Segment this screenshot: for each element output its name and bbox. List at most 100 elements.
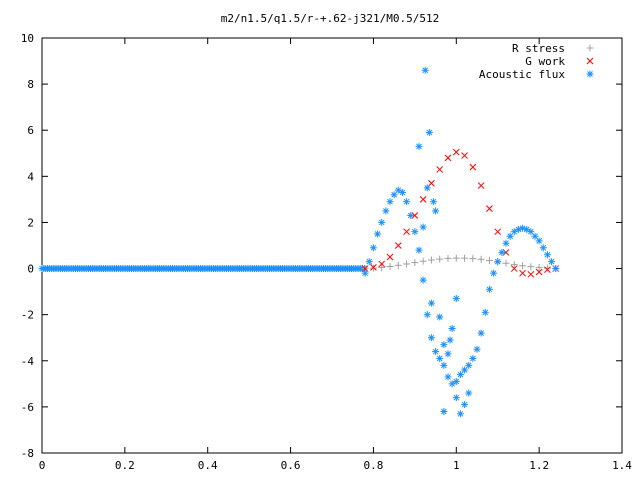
series-2-point-62 xyxy=(464,389,473,398)
x-tick-label-2: 0.4 xyxy=(198,459,218,472)
legend-marker-2 xyxy=(586,70,594,78)
series-0-point-15 xyxy=(485,256,494,265)
series-0-point-3 xyxy=(386,262,394,271)
series-0-point-22 xyxy=(543,264,552,273)
x-tick-label-3: 0.6 xyxy=(281,459,301,472)
legend-label-g-work: G work xyxy=(525,55,565,68)
series-2-point-22 xyxy=(452,377,461,386)
series-1-point-14 xyxy=(477,182,485,190)
series-2-point-31 xyxy=(489,269,498,278)
x-tick-label-0: 0 xyxy=(39,459,46,472)
series-2-point-11 xyxy=(406,211,415,220)
x-tick-label-4: 0.8 xyxy=(363,459,383,472)
series-2-point-20 xyxy=(444,372,452,381)
series-2-point-58 xyxy=(448,324,457,333)
y-tick-label-3: -2 xyxy=(21,309,34,322)
y-tick-label-1: -6 xyxy=(21,401,34,414)
series-0-point-18 xyxy=(510,260,519,269)
series-1-point-10 xyxy=(444,154,452,162)
series-0-point-12 xyxy=(460,254,469,263)
acoustic-flux-baseline xyxy=(38,264,369,273)
series-2-point-53 xyxy=(419,223,428,232)
y-tick-label-9: 10 xyxy=(21,32,34,45)
series-0-point-5 xyxy=(402,259,411,268)
series-2-point-25 xyxy=(464,361,473,370)
series-2-point-64 xyxy=(446,336,455,345)
series-2-point-2 xyxy=(369,243,378,252)
series-0-point-9 xyxy=(435,255,444,264)
series-2-point-6 xyxy=(386,197,394,206)
series-0-point-2 xyxy=(377,263,386,272)
x-tick-label-6: 1.2 xyxy=(529,459,549,472)
series-1-point-9 xyxy=(436,165,444,173)
series-2-point-27 xyxy=(473,345,481,354)
series-2-point-12 xyxy=(410,227,419,236)
x-tick-label-5: 1 xyxy=(453,459,460,472)
series-1-point-19 xyxy=(519,269,527,277)
series-2-point-60 xyxy=(456,409,465,418)
y-tick-label-2: -4 xyxy=(21,355,35,368)
series-0-point-7 xyxy=(419,257,428,266)
series-0-point-6 xyxy=(410,258,419,267)
series-2 xyxy=(361,66,560,418)
y-tick-label-6: 4 xyxy=(27,170,34,183)
series-2-point-55 xyxy=(435,312,444,321)
y-tick-label-4: 0 xyxy=(27,263,34,276)
series-2-point-10 xyxy=(402,197,411,206)
series-2-point-19 xyxy=(439,361,448,370)
legend-label-acoustic-flux: Acoustic flux xyxy=(479,68,565,81)
series-2-point-32 xyxy=(493,257,502,266)
legend-label-r-stress: R stress xyxy=(512,42,565,55)
series-2-point-18 xyxy=(435,354,444,363)
series-2-point-29 xyxy=(481,308,490,317)
series-0-point-20 xyxy=(526,262,535,271)
series-2-point-57 xyxy=(444,349,452,358)
series-1-point-12 xyxy=(461,152,469,160)
series-2-point-63 xyxy=(439,407,448,416)
axis-ticks xyxy=(41,37,623,454)
series-2-point-5 xyxy=(381,206,390,215)
series-1-point-4 xyxy=(394,242,402,249)
series-2-point-9 xyxy=(398,188,407,197)
series-1-point-7 xyxy=(419,195,427,203)
series-0-point-8 xyxy=(427,256,436,265)
y-tick-label-7: 6 xyxy=(27,124,34,137)
legend-marker-0 xyxy=(586,44,594,52)
series-2-point-16 xyxy=(427,333,436,342)
series-2-point-1 xyxy=(365,257,374,266)
legend: R stress G work Acoustic flux xyxy=(479,42,594,81)
series-2-point-43 xyxy=(539,243,548,252)
series-0-point-11 xyxy=(452,254,461,263)
series-0-point-19 xyxy=(518,261,527,270)
series-layer xyxy=(38,66,560,418)
series-2-point-3 xyxy=(373,229,382,238)
series-2-point-14 xyxy=(419,276,428,285)
series-2-point-46 xyxy=(551,264,560,273)
series-0-point-13 xyxy=(468,254,477,263)
legend-marker-1 xyxy=(586,57,594,65)
plot-frame xyxy=(41,37,623,454)
series-0 xyxy=(361,254,560,273)
series-2-point-52 xyxy=(431,206,440,215)
legend-markers xyxy=(586,44,594,78)
series-2-point-50 xyxy=(423,183,432,192)
series-1 xyxy=(361,148,560,278)
x-tick-label-1: 0.2 xyxy=(115,459,135,472)
series-1-point-16 xyxy=(494,228,502,236)
series-2-point-48 xyxy=(425,128,434,137)
series-2-point-56 xyxy=(439,340,448,349)
series-2-point-42 xyxy=(535,236,544,245)
chart-title: m2/n1.5/q1.5/r-+.62-j321/M0.5/512 xyxy=(221,12,440,25)
y-tick-label-8: 8 xyxy=(27,78,34,91)
series-0-point-10 xyxy=(444,254,452,263)
series-2-point-45 xyxy=(547,257,556,266)
series-2-point-44 xyxy=(543,250,552,259)
x-tick-labels: 0 0.2 0.4 0.6 0.8 1 1.2 1.4 xyxy=(39,459,633,472)
series-2-point-47 xyxy=(421,66,430,75)
series-0-point-4 xyxy=(394,261,403,270)
series-0-point-14 xyxy=(477,255,486,264)
series-2-point-4 xyxy=(377,218,386,227)
series-2-point-33 xyxy=(497,248,506,257)
series-1-point-3 xyxy=(386,253,394,261)
